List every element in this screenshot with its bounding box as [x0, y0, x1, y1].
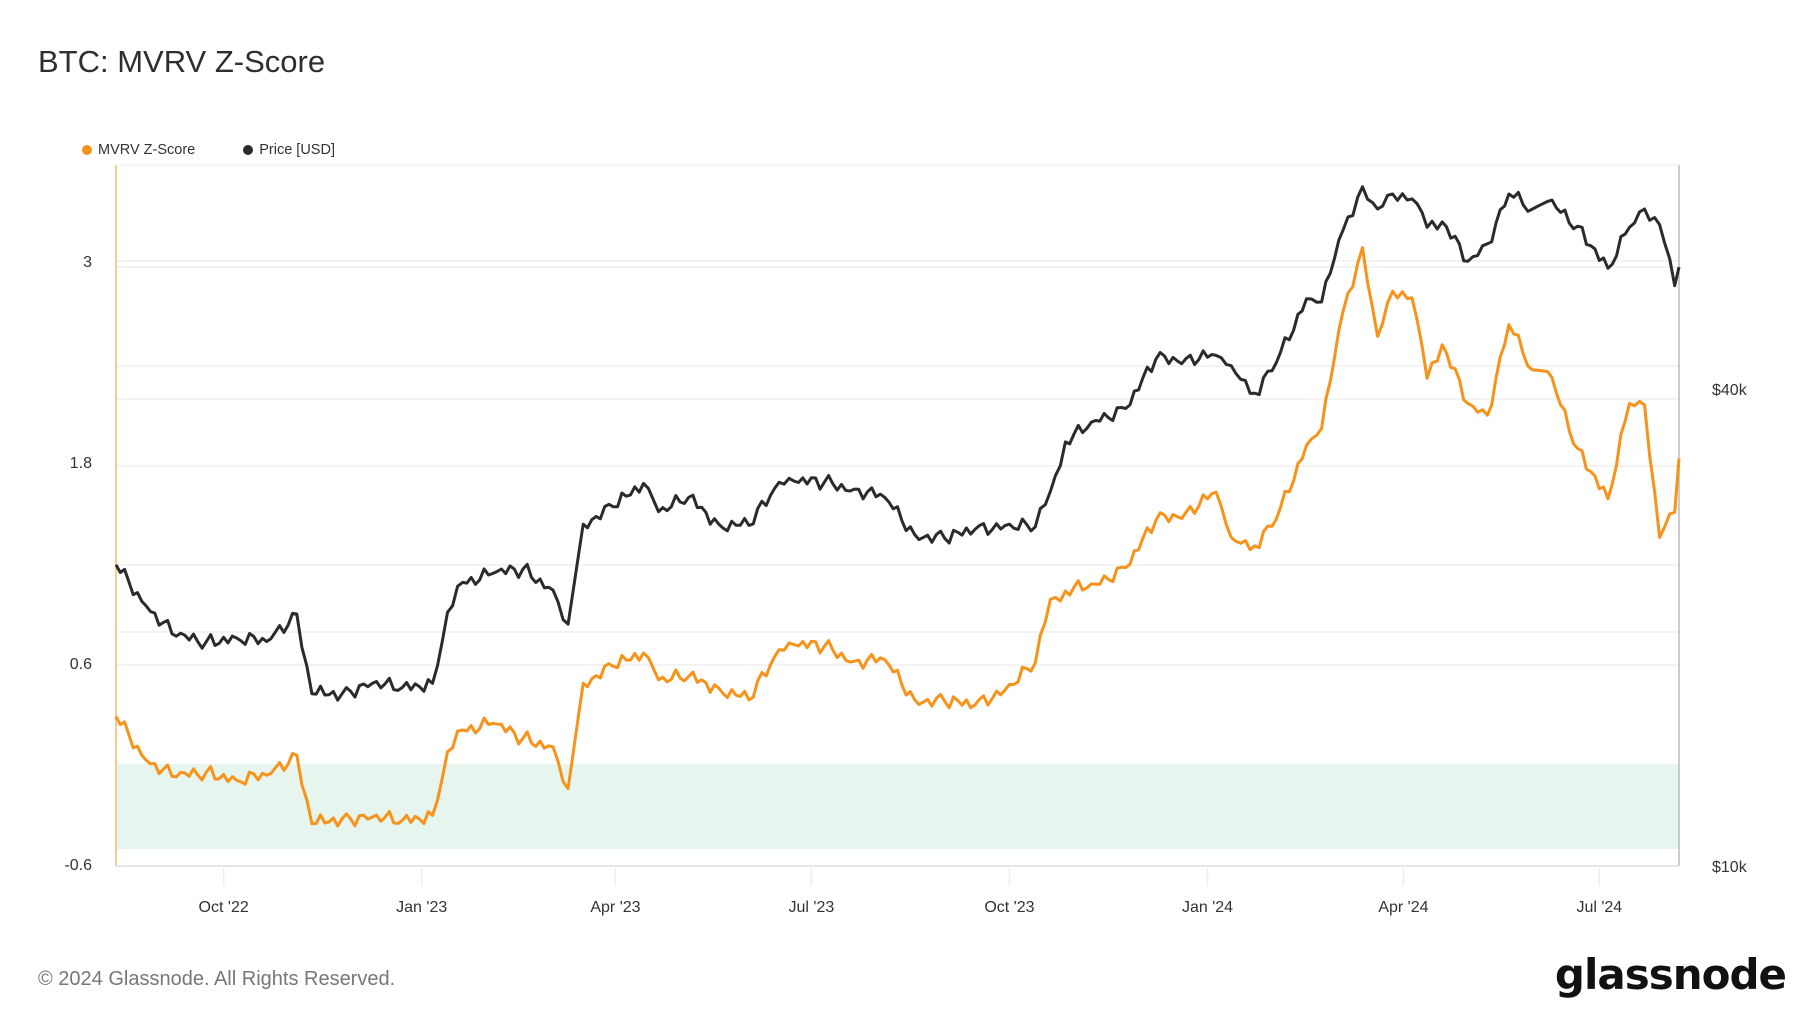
y-axis-right: $10k $40k: [1712, 382, 1748, 876]
gridlines: [116, 260, 1679, 666]
undervalued-band: [116, 764, 1679, 849]
svg-text:0.6: 0.6: [70, 656, 92, 673]
mvrv-zscore-line: [114, 246, 1681, 828]
black-dot-icon: [243, 145, 254, 155]
svg-text:Apr '23: Apr '23: [590, 899, 640, 916]
svg-text:Jul '23: Jul '23: [789, 899, 835, 916]
legend-item-price[interactable]: Price [USD]: [243, 142, 335, 158]
svg-text:1.8: 1.8: [70, 455, 92, 472]
copyright: © 2024 Glassnode. All Rights Reserved.: [38, 968, 396, 990]
y-axis-left: -0.6 0.6 1.8 3: [64, 254, 92, 874]
svg-text:Jan '24: Jan '24: [1182, 899, 1233, 916]
legend: MVRV Z-Score Price [USD]: [82, 142, 335, 158]
svg-text:3: 3: [83, 254, 92, 271]
legend-label: Price [USD]: [259, 142, 335, 158]
svg-text:Oct '23: Oct '23: [984, 899, 1034, 916]
svg-text:$40k: $40k: [1712, 382, 1748, 399]
svg-text:Jan '23: Jan '23: [396, 899, 447, 916]
glassnode-logo: glassnode: [1554, 950, 1787, 999]
svg-text:Oct '22: Oct '22: [199, 899, 249, 916]
x-axis: Oct '22 Jan '23 Apr '23 Jul '23 Oct '23 Jan '…: [199, 868, 1622, 916]
svg-text:Apr '24: Apr '24: [1378, 899, 1428, 916]
orange-dot-icon: [82, 145, 92, 155]
svg-text:$10k: $10k: [1712, 859, 1748, 876]
svg-text:-0.6: -0.6: [64, 857, 92, 874]
svg-text:Jul '24: Jul '24: [1576, 899, 1622, 916]
legend-label: MVRV Z-Score: [98, 142, 196, 158]
price-line: [114, 185, 1681, 702]
chart-title: BTC: MVRV Z-Score: [38, 44, 326, 79]
legend-item-mvrv[interactable]: MVRV Z-Score: [82, 142, 195, 158]
